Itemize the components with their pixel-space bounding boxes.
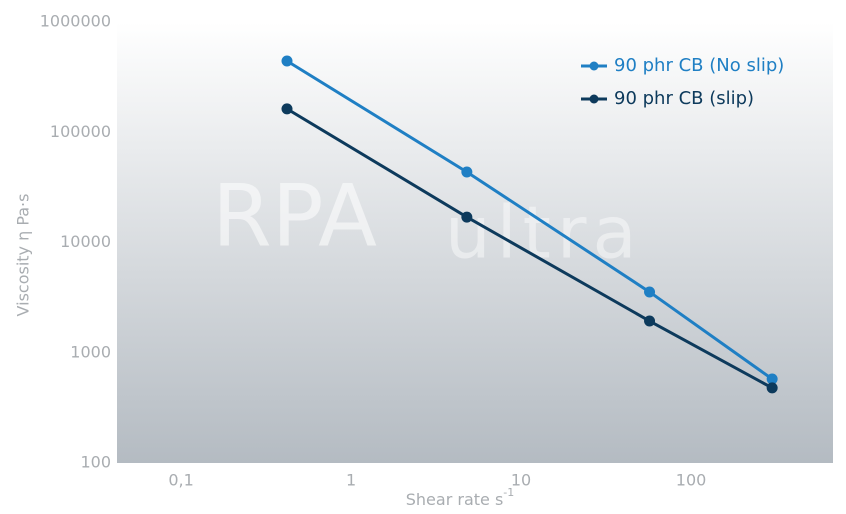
y-tick-label: 1000 <box>70 342 111 361</box>
x-tick-label: 10 <box>511 471 531 490</box>
plot-area <box>117 22 833 463</box>
legend-label: 90 phr CB (slip) <box>614 88 754 109</box>
x-axis-label-text: Shear rate s <box>406 490 504 509</box>
y-tick-label: 10000 <box>60 232 111 251</box>
y-tick-label: 100 <box>80 453 111 472</box>
point <box>644 315 656 327</box>
point <box>766 373 778 385</box>
x-axis-label: Shear rate s-1 <box>406 486 515 509</box>
legend-label: 90 phr CB (No slip) <box>614 55 784 76</box>
x-tick-label: 1 <box>346 471 356 490</box>
x-axis-label-sup: -1 <box>503 486 514 499</box>
legend-marker <box>589 94 599 104</box>
series-line <box>286 107 773 390</box>
legend-marker <box>589 61 599 71</box>
point <box>644 286 656 298</box>
x-tick-label: 100 <box>676 471 707 490</box>
point <box>461 166 473 178</box>
point <box>461 211 473 223</box>
point <box>766 382 778 394</box>
point <box>281 103 293 115</box>
y-tick-label: 1000000 <box>40 12 111 31</box>
watermark: RPA <box>212 166 377 266</box>
x-tick-label: 0,1 <box>168 471 193 490</box>
series-line <box>286 59 774 381</box>
y-tick-label: 100000 <box>50 122 111 141</box>
point <box>281 55 293 67</box>
y-axis-label: Viscosity η Pa·s <box>14 194 33 317</box>
